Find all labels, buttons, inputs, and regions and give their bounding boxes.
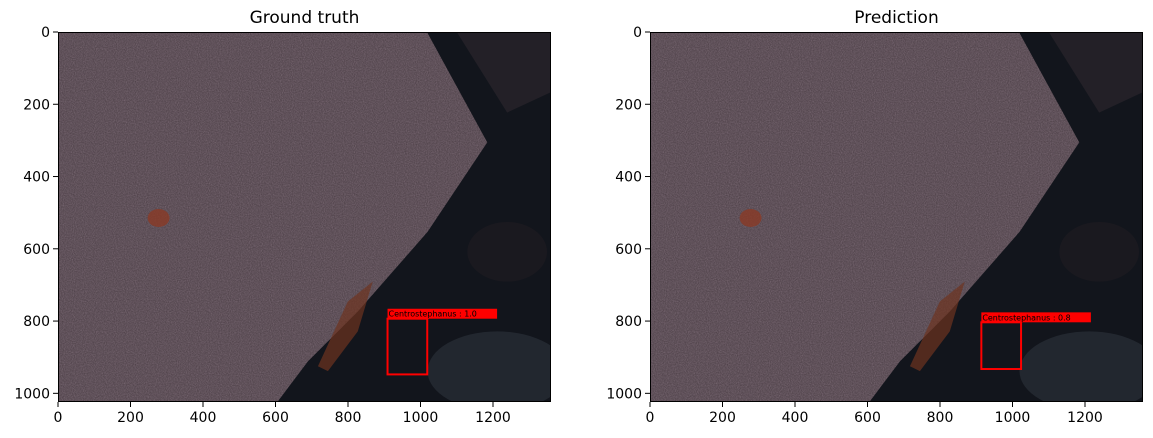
y-tick-label: 0 xyxy=(633,25,642,41)
bounding-box-label: Centrostephanus : 0.8 xyxy=(982,313,1070,322)
photo-frame: Centrostephanus : 1.0 xyxy=(58,32,551,402)
x-tick-label: 0 xyxy=(646,410,655,426)
axes: 0 200 400 600 800 1000 1200 0 200 400 600 800 1000 xyxy=(14,25,511,426)
x-tick-label: 1000 xyxy=(403,410,439,426)
y-tick-label: 400 xyxy=(615,170,642,186)
y-tick-label: 800 xyxy=(23,314,50,330)
y-tick-label: 600 xyxy=(23,242,50,258)
y-tick-label: 1000 xyxy=(606,386,642,402)
x-tick-label: 200 xyxy=(709,410,736,426)
prediction-panel: Prediction Centrostephanus : 0.8 0 200 400… xyxy=(593,0,1153,438)
y-tick-label: 200 xyxy=(615,97,642,113)
y-tick-label: 200 xyxy=(23,97,50,113)
seafloor-photo: Centrostephanus : 1.0 xyxy=(59,33,550,401)
y-tick-label: 800 xyxy=(615,314,642,330)
x-tick-label: 1000 xyxy=(995,410,1031,426)
y-tick-label: 600 xyxy=(615,242,642,258)
x-tick-label: 0 xyxy=(54,410,63,426)
y-tick-label: 1000 xyxy=(14,386,50,402)
x-tick-label: 600 xyxy=(854,410,881,426)
bounding-box-label: Centrostephanus : 1.0 xyxy=(389,310,477,319)
seafloor-photo: Centrostephanus : 0.8 xyxy=(651,33,1142,401)
x-tick-label: 600 xyxy=(262,410,289,426)
x-tick-label: 400 xyxy=(190,410,217,426)
x-tick-label: 400 xyxy=(782,410,809,426)
x-tick-label: 800 xyxy=(927,410,954,426)
photo-frame: Centrostephanus : 0.8 xyxy=(650,32,1143,402)
axes: 0 200 400 600 800 1000 1200 0 200 400 600 800 1000 xyxy=(606,25,1103,426)
bounding-box-label-bg xyxy=(981,312,1091,323)
x-tick-label: 200 xyxy=(117,410,144,426)
panel-title: Prediction xyxy=(854,8,939,28)
y-tick-label: 400 xyxy=(23,170,50,186)
x-tick-label: 1200 xyxy=(475,410,511,426)
panel-title: Ground truth xyxy=(249,8,360,28)
y-tick-label: 0 xyxy=(41,25,50,41)
bounding-box-label-bg xyxy=(387,308,498,319)
x-tick-label: 1200 xyxy=(1067,410,1103,426)
ground-truth-panel: Ground truth Centrostephanus : 1.0 0 200 4… xyxy=(0,0,560,438)
x-tick-label: 800 xyxy=(335,410,362,426)
